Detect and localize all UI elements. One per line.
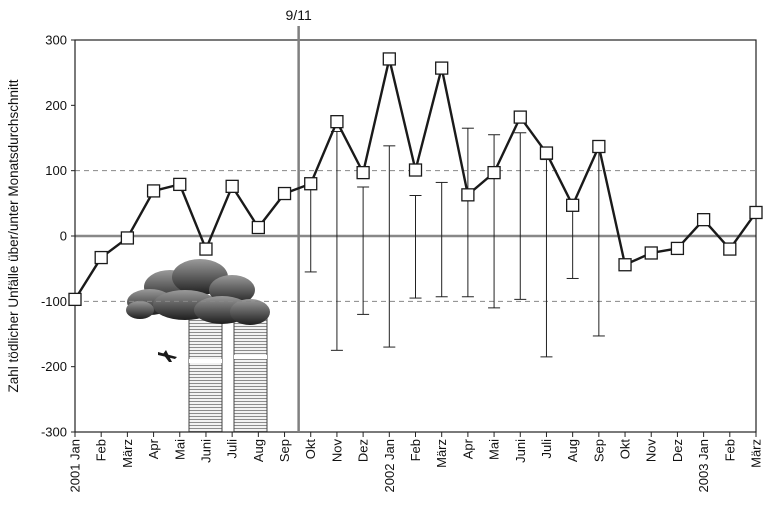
x-tick-label: Nov bbox=[329, 439, 344, 463]
x-tick-label: Okt bbox=[618, 439, 633, 460]
data-point bbox=[461, 188, 475, 202]
data-point bbox=[618, 258, 632, 272]
tower-right bbox=[233, 317, 268, 433]
data-series bbox=[68, 52, 763, 307]
y-tick-label: 200 bbox=[45, 98, 67, 113]
x-tick-label: Apr bbox=[146, 438, 161, 459]
data-point bbox=[408, 163, 423, 177]
twin-towers-illustration bbox=[126, 259, 270, 433]
data-point bbox=[251, 220, 265, 235]
data-point bbox=[94, 250, 108, 265]
y-tick-label: 100 bbox=[45, 163, 67, 178]
data-point bbox=[173, 177, 187, 192]
x-tick-label: Juni bbox=[513, 439, 528, 463]
x-tick-label: Mai bbox=[172, 439, 187, 460]
x-tick-label: Juni bbox=[198, 439, 213, 463]
x-tick-label: Sep bbox=[277, 439, 292, 462]
y-tick-label: -100 bbox=[41, 294, 67, 309]
airplane bbox=[158, 350, 177, 362]
x-tick-label: Juli bbox=[225, 439, 240, 459]
data-point bbox=[382, 52, 396, 66]
data-point bbox=[435, 61, 449, 75]
data-point bbox=[696, 213, 711, 227]
data-point bbox=[68, 292, 82, 307]
y-tick-label: 0 bbox=[60, 229, 67, 244]
data-point bbox=[566, 198, 580, 212]
y-axis-ticks: -300 -200 -100 0 100 200 300 bbox=[41, 33, 75, 440]
data-point bbox=[304, 177, 318, 191]
x-tick-label: Nov bbox=[644, 439, 659, 463]
event-label-911: 9/11 bbox=[286, 7, 312, 23]
x-tick-label: Aug bbox=[251, 439, 266, 462]
x-tick-label: Dez bbox=[356, 439, 371, 462]
data-point bbox=[513, 110, 527, 124]
data-point bbox=[120, 231, 135, 245]
x-tick-label: Feb bbox=[722, 439, 737, 461]
tower-left-gap bbox=[189, 359, 222, 363]
data-point bbox=[592, 139, 606, 154]
data-point bbox=[356, 165, 370, 180]
x-tick-label: 2003 Jan bbox=[696, 439, 711, 493]
y-tick-label: -200 bbox=[41, 359, 67, 374]
data-point bbox=[330, 115, 344, 129]
x-tick-label: 2002 Jan bbox=[382, 439, 397, 493]
smoke-cloud bbox=[126, 259, 270, 325]
tower-right-gap bbox=[234, 355, 267, 359]
x-tick-label: Aug bbox=[565, 439, 580, 462]
y-axis-label: Zahl tödlicher Unfälle über/unter Monats… bbox=[6, 79, 21, 392]
y-tick-label: 300 bbox=[45, 33, 67, 48]
x-tick-label: Okt bbox=[303, 439, 318, 460]
tower-left bbox=[188, 309, 223, 433]
x-tick-label: Dez bbox=[670, 439, 685, 462]
x-tick-label: Apr bbox=[460, 438, 475, 459]
event-marker: 9/11 bbox=[286, 7, 312, 432]
x-tick-label: Feb bbox=[94, 439, 109, 461]
data-point bbox=[670, 241, 685, 256]
x-tick-label: Juli bbox=[539, 439, 554, 459]
error-bars bbox=[304, 127, 605, 358]
data-point bbox=[146, 184, 161, 198]
x-tick-label: Feb bbox=[408, 439, 423, 461]
x-tick-label: März bbox=[120, 439, 135, 468]
data-point bbox=[225, 179, 239, 193]
x-axis-ticks: 2001 Jan Feb März Apr Mai Juni Juli Aug Sep Okt No… bbox=[68, 432, 763, 493]
data-point bbox=[749, 205, 763, 220]
data-point bbox=[199, 242, 213, 256]
x-tick-label: März bbox=[434, 439, 449, 468]
x-tick-label: 2001 Jan bbox=[68, 439, 83, 493]
x-tick-label: Mai bbox=[487, 439, 502, 460]
data-point bbox=[539, 146, 554, 160]
x-tick-label: Sep bbox=[591, 439, 606, 462]
data-point bbox=[277, 186, 292, 201]
y-tick-label: -300 bbox=[41, 425, 67, 440]
data-point bbox=[644, 246, 658, 260]
data-point bbox=[487, 165, 501, 180]
x-tick-label: März bbox=[749, 439, 763, 468]
data-point bbox=[723, 242, 737, 256]
